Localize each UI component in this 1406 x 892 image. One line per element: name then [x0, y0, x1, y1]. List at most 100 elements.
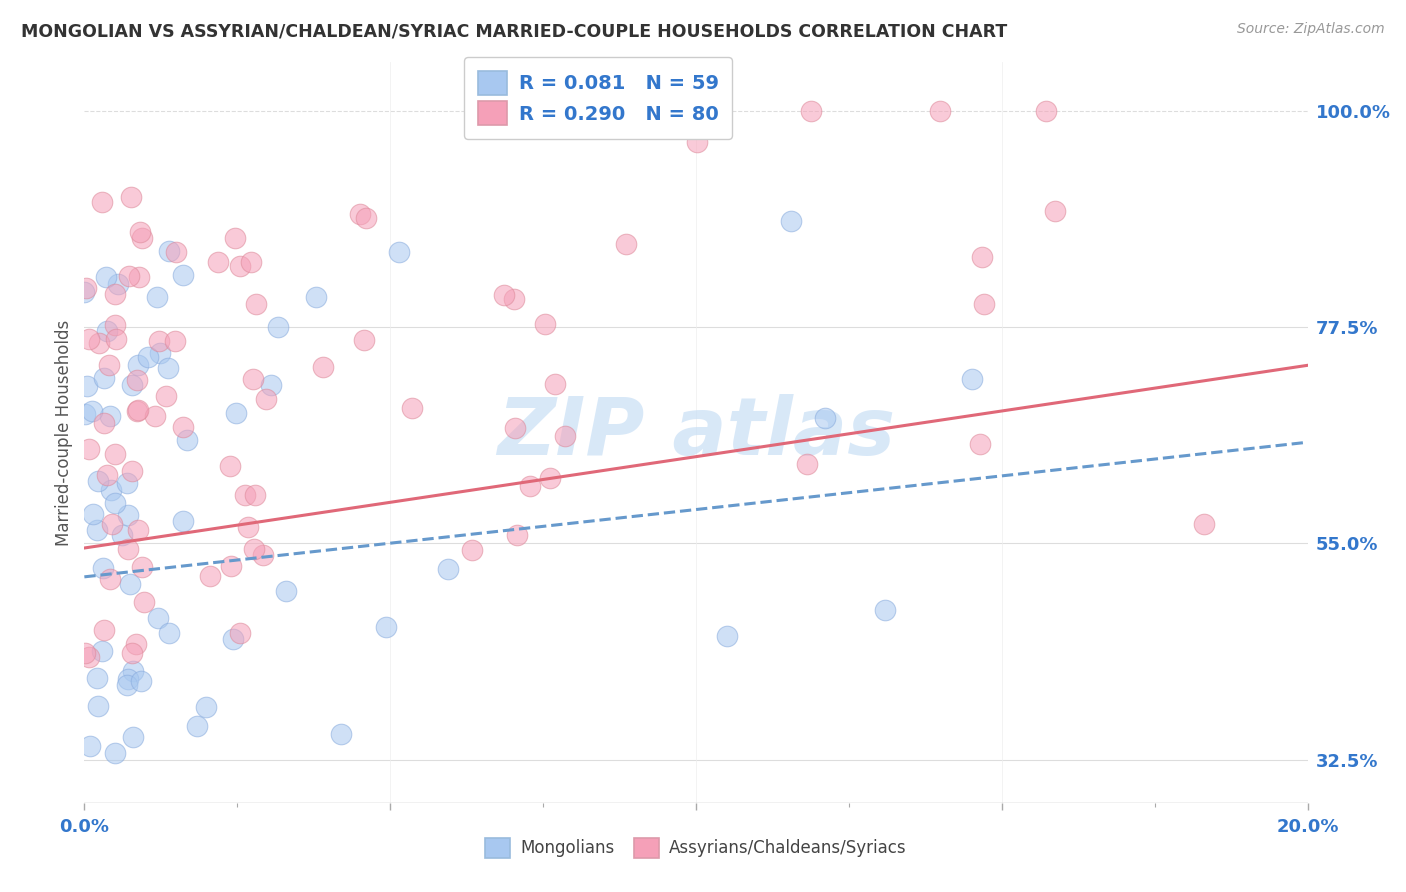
Y-axis label: Married-couple Households: Married-couple Households — [55, 319, 73, 546]
Point — [128, 270, 150, 285]
Point — [716, 629, 738, 643]
Point — [973, 297, 995, 311]
Point — [129, 673, 152, 688]
Point — [157, 625, 180, 640]
Point — [121, 646, 143, 660]
Point — [176, 433, 198, 447]
Point — [614, 237, 637, 252]
Point — [329, 727, 352, 741]
Point — [90, 194, 112, 209]
Point — [156, 361, 179, 376]
Point — [554, 429, 576, 443]
Point — [267, 320, 290, 334]
Point — [93, 371, 115, 385]
Point — [157, 244, 180, 258]
Point — [929, 103, 952, 118]
Point — [235, 488, 257, 502]
Point — [104, 318, 127, 333]
Point — [686, 135, 709, 149]
Text: Source: ZipAtlas.com: Source: ZipAtlas.com — [1237, 22, 1385, 37]
Point — [87, 335, 110, 350]
Point — [222, 632, 245, 646]
Point — [207, 255, 229, 269]
Point — [118, 269, 141, 284]
Point — [260, 377, 283, 392]
Point — [87, 698, 110, 713]
Point — [125, 403, 148, 417]
Point — [224, 231, 246, 245]
Point — [172, 268, 194, 283]
Point — [163, 334, 186, 348]
Text: ZIP atlas: ZIP atlas — [496, 393, 896, 472]
Point — [165, 245, 187, 260]
Point — [312, 359, 335, 374]
Point — [229, 625, 252, 640]
Point — [534, 317, 557, 331]
Point — [305, 290, 328, 304]
Point — [1045, 204, 1067, 219]
Point — [91, 644, 114, 658]
Point — [120, 190, 142, 204]
Point — [544, 376, 567, 391]
Point — [127, 524, 149, 538]
Point — [105, 332, 128, 346]
Point — [80, 403, 103, 417]
Point — [506, 528, 529, 542]
Point — [98, 572, 121, 586]
Point — [112, 820, 135, 834]
Point — [103, 495, 125, 509]
Point — [125, 637, 148, 651]
Point — [107, 277, 129, 291]
Point — [374, 620, 396, 634]
Point — [76, 379, 98, 393]
Point — [972, 251, 994, 265]
Point — [120, 577, 142, 591]
Point — [77, 442, 100, 456]
Point — [503, 420, 526, 434]
Point — [800, 103, 823, 118]
Point — [117, 541, 139, 556]
Point — [96, 324, 118, 338]
Point — [519, 479, 541, 493]
Point — [75, 281, 97, 295]
Text: MONGOLIAN VS ASSYRIAN/CHALDEAN/SYRIAC MARRIED-COUPLE HOUSEHOLDS CORRELATION CHAR: MONGOLIAN VS ASSYRIAN/CHALDEAN/SYRIAC MA… — [21, 22, 1007, 40]
Point — [354, 211, 377, 225]
Point — [401, 401, 423, 416]
Point — [79, 739, 101, 754]
Point — [229, 259, 252, 273]
Point — [240, 255, 263, 269]
Point — [121, 464, 143, 478]
Point — [1192, 516, 1215, 531]
Point — [86, 671, 108, 685]
Point — [148, 334, 170, 348]
Point — [276, 584, 298, 599]
Point — [97, 358, 120, 372]
Point — [245, 297, 267, 311]
Point — [148, 611, 170, 625]
Point — [117, 508, 139, 522]
Point — [194, 700, 217, 714]
Point — [93, 417, 115, 431]
Point — [960, 371, 983, 385]
Point — [243, 488, 266, 502]
Point — [96, 270, 118, 285]
Point — [77, 332, 100, 346]
Point — [254, 392, 277, 406]
Point — [186, 719, 208, 733]
Point — [198, 569, 221, 583]
Point — [503, 292, 526, 306]
Point — [101, 516, 124, 531]
Point — [146, 290, 169, 304]
Point — [100, 483, 122, 498]
Point — [218, 459, 240, 474]
Point — [127, 359, 149, 373]
Point — [143, 409, 166, 424]
Point — [243, 542, 266, 557]
Point — [127, 403, 149, 417]
Point — [75, 646, 97, 660]
Point — [96, 468, 118, 483]
Point — [125, 373, 148, 387]
Point — [388, 244, 411, 259]
Point — [93, 624, 115, 638]
Point — [796, 457, 818, 471]
